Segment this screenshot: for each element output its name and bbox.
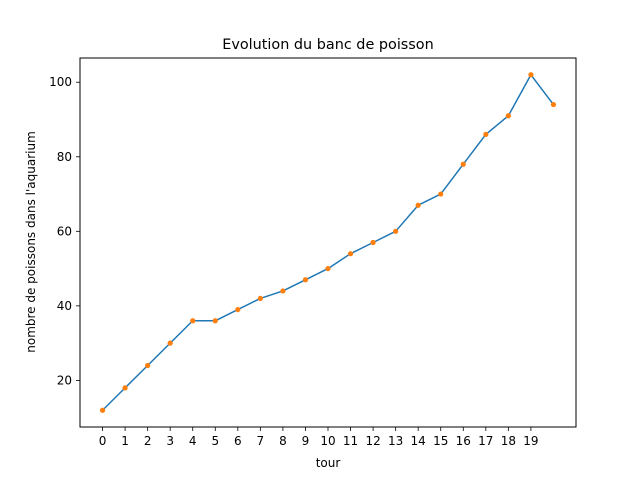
y-tick-label: 40 bbox=[57, 299, 72, 313]
x-tick-label: 10 bbox=[320, 434, 335, 448]
data-point bbox=[347, 251, 354, 257]
data-point bbox=[415, 202, 421, 208]
data-point bbox=[325, 265, 331, 272]
x-tick-label: 18 bbox=[501, 434, 516, 448]
plot-area bbox=[99, 72, 557, 413]
data-point bbox=[99, 407, 106, 413]
x-tick-label: 3 bbox=[166, 434, 174, 448]
data-point bbox=[393, 228, 399, 234]
data-point bbox=[145, 362, 151, 369]
data-point bbox=[460, 161, 466, 167]
x-tick-label: 14 bbox=[411, 434, 426, 448]
x-axis: 0 1 2 3 4 5 6 7 8 9 10 11 12 13 14 15 16 17 18 19 bbox=[99, 427, 539, 448]
x-tick-label: 6 bbox=[234, 434, 242, 448]
x-tick-label: 19 bbox=[523, 434, 538, 448]
x-tick-label: 8 bbox=[279, 434, 287, 448]
data-point bbox=[257, 295, 263, 302]
x-tick-label: 11 bbox=[343, 434, 358, 448]
x-tick-label: 12 bbox=[365, 434, 380, 448]
data-point bbox=[235, 306, 241, 313]
x-tick-label: 15 bbox=[433, 434, 448, 448]
data-point bbox=[528, 72, 534, 78]
chart-title: Evolution du banc de poisson bbox=[222, 37, 433, 53]
x-tick-label: 17 bbox=[478, 434, 493, 448]
y-tick-label: 100 bbox=[49, 75, 72, 89]
data-point bbox=[370, 239, 376, 246]
x-tick-label: 1 bbox=[121, 434, 129, 448]
x-tick-label: 2 bbox=[144, 434, 152, 448]
data-point bbox=[122, 385, 128, 391]
data-point bbox=[280, 288, 286, 294]
x-tick-label: 0 bbox=[99, 434, 107, 448]
y-axis-label: nombre de poissons dans l'aquarium bbox=[24, 131, 38, 353]
y-tick-label: 80 bbox=[57, 150, 72, 164]
data-point bbox=[212, 318, 218, 324]
data-point bbox=[190, 318, 196, 324]
x-tick-label: 7 bbox=[257, 434, 265, 448]
x-tick-label: 9 bbox=[302, 434, 310, 448]
data-point bbox=[505, 113, 511, 119]
x-tick-label: 4 bbox=[189, 434, 197, 448]
y-tick-label: 20 bbox=[57, 373, 72, 387]
data-point bbox=[483, 131, 489, 138]
y-axis: 20 40 60 80 100 bbox=[49, 75, 80, 387]
x-tick-label: 16 bbox=[456, 434, 471, 448]
data-point bbox=[302, 277, 309, 283]
x-tick-label: 13 bbox=[388, 434, 403, 448]
x-axis-label: tour bbox=[316, 456, 341, 470]
data-point bbox=[550, 101, 557, 108]
x-tick-label: 5 bbox=[211, 434, 219, 448]
y-tick-label: 60 bbox=[57, 224, 72, 238]
data-point bbox=[167, 340, 173, 346]
data-point bbox=[438, 191, 444, 197]
